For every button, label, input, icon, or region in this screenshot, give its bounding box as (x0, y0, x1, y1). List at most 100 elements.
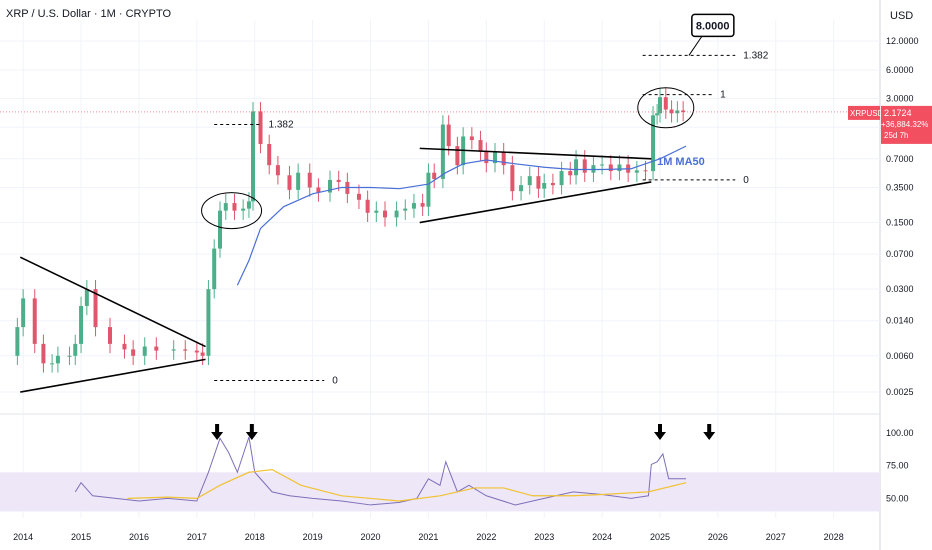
candle-body (469, 136, 474, 141)
x-tick-label: 2023 (534, 532, 554, 542)
candle-body (510, 165, 515, 192)
candle-body (206, 289, 211, 356)
candle-body (212, 248, 217, 290)
candle-body (79, 305, 84, 344)
y-tick-label: 0.0140 (886, 316, 914, 326)
rsi-ma-line (127, 469, 687, 502)
candle-body (420, 203, 425, 207)
candle-body (651, 115, 656, 172)
rsi-layer (74, 424, 716, 506)
candle-body (655, 113, 660, 116)
fib-label: 1 (720, 90, 726, 101)
y-tick-label: 0.0300 (886, 284, 914, 294)
x-tick-label: 2025 (650, 532, 670, 542)
candle-body (519, 185, 524, 192)
x-tick-label: 2021 (418, 532, 438, 542)
y-tick-label: 3.0000 (886, 94, 914, 104)
candle-body (232, 203, 237, 211)
candle-body (550, 182, 555, 186)
candle-body (608, 164, 613, 172)
triangle-lower-2 (419, 181, 652, 224)
fib-label: 1.382 (743, 50, 768, 61)
fib-label: 0 (743, 175, 749, 186)
candle-body (275, 165, 280, 176)
arrow-down-icon (245, 424, 258, 440)
candle-body (32, 298, 37, 344)
price-badge (881, 105, 932, 144)
target-box (691, 13, 735, 38)
y-tick-label: 12.0000 (886, 36, 919, 46)
circle-2025 (637, 87, 695, 129)
rsi-line (74, 436, 687, 506)
candles-layer (15, 87, 686, 373)
x-tick-label: 2014 (13, 532, 33, 542)
triangle-upper-1 (19, 256, 206, 348)
ma50-label: 1M MA50 (657, 156, 705, 168)
candle-body (131, 349, 136, 356)
candle-body (536, 176, 541, 189)
candle-body (171, 349, 176, 351)
candle-body (316, 187, 321, 193)
ma-layer: 1M MA50 (236, 145, 705, 286)
currency-label: USD (890, 10, 914, 22)
candle-body (403, 208, 408, 211)
symbol-label: XRPUSD (850, 109, 884, 118)
candle-body (223, 203, 228, 211)
candle-body (287, 175, 292, 190)
candle-body (426, 172, 431, 207)
x-tick-label: 2024 (592, 532, 612, 542)
grid-layer (0, 0, 881, 550)
x-tick-label: 2017 (187, 532, 207, 542)
change-label: +36,884.32% (881, 120, 928, 129)
candle-body (267, 144, 272, 166)
x-tick-label: 2028 (824, 532, 844, 542)
candle-body (484, 151, 489, 164)
y-tick-label: 0.3500 (886, 182, 914, 192)
x-tick-label: 2016 (129, 532, 149, 542)
arrow-down-icon (211, 424, 224, 440)
chart-title: XRP / U.S. Dollar · 1M · CRYPTO (6, 8, 172, 20)
price-badge-layer: XRPUSD 2.1724 +36,884.32% 25d 7h (0, 105, 932, 144)
x-tick-label: 2015 (71, 532, 91, 542)
candle-body (154, 346, 159, 351)
candle-body (432, 172, 437, 179)
candle-body (336, 179, 341, 182)
candle-body (200, 352, 205, 356)
candle-body (634, 170, 639, 173)
candle-body (73, 343, 78, 356)
countdown-label: 25d 7h (884, 131, 908, 140)
candle-body (246, 201, 251, 209)
candle-body (241, 208, 246, 211)
candle-body (669, 109, 674, 114)
candle-body (574, 159, 579, 176)
candle-body (675, 110, 680, 114)
candle-body (183, 349, 188, 351)
candle-body (67, 355, 72, 357)
candle-body (251, 111, 255, 202)
candle-body (542, 182, 547, 189)
x-tick-label: 2019 (303, 532, 323, 542)
candle-body (374, 210, 379, 213)
arrow-down-icon (703, 424, 716, 440)
candle-body (446, 124, 451, 147)
candle-body (617, 164, 622, 172)
candle-body (582, 159, 587, 173)
candle-body (527, 176, 532, 186)
trendlines-layer: 1.382 0 1.382 1 0 8.0000 (19, 13, 769, 393)
x-tick-label: 2018 (245, 532, 265, 542)
candle-body (93, 289, 98, 328)
candle-body (478, 140, 483, 152)
rsi-band (0, 472, 880, 512)
candle-body (194, 350, 199, 353)
fib-label: 1.382 (269, 120, 294, 131)
y-tick-label: 6.0000 (886, 65, 914, 75)
symbol-badge (848, 105, 880, 120)
candle-body (658, 97, 662, 114)
triangle-upper-2 (419, 147, 652, 160)
ma50-line (236, 145, 687, 286)
candle-body (455, 146, 460, 166)
candle-body (365, 199, 370, 213)
candle-body (258, 111, 263, 145)
candle-body (643, 170, 648, 172)
